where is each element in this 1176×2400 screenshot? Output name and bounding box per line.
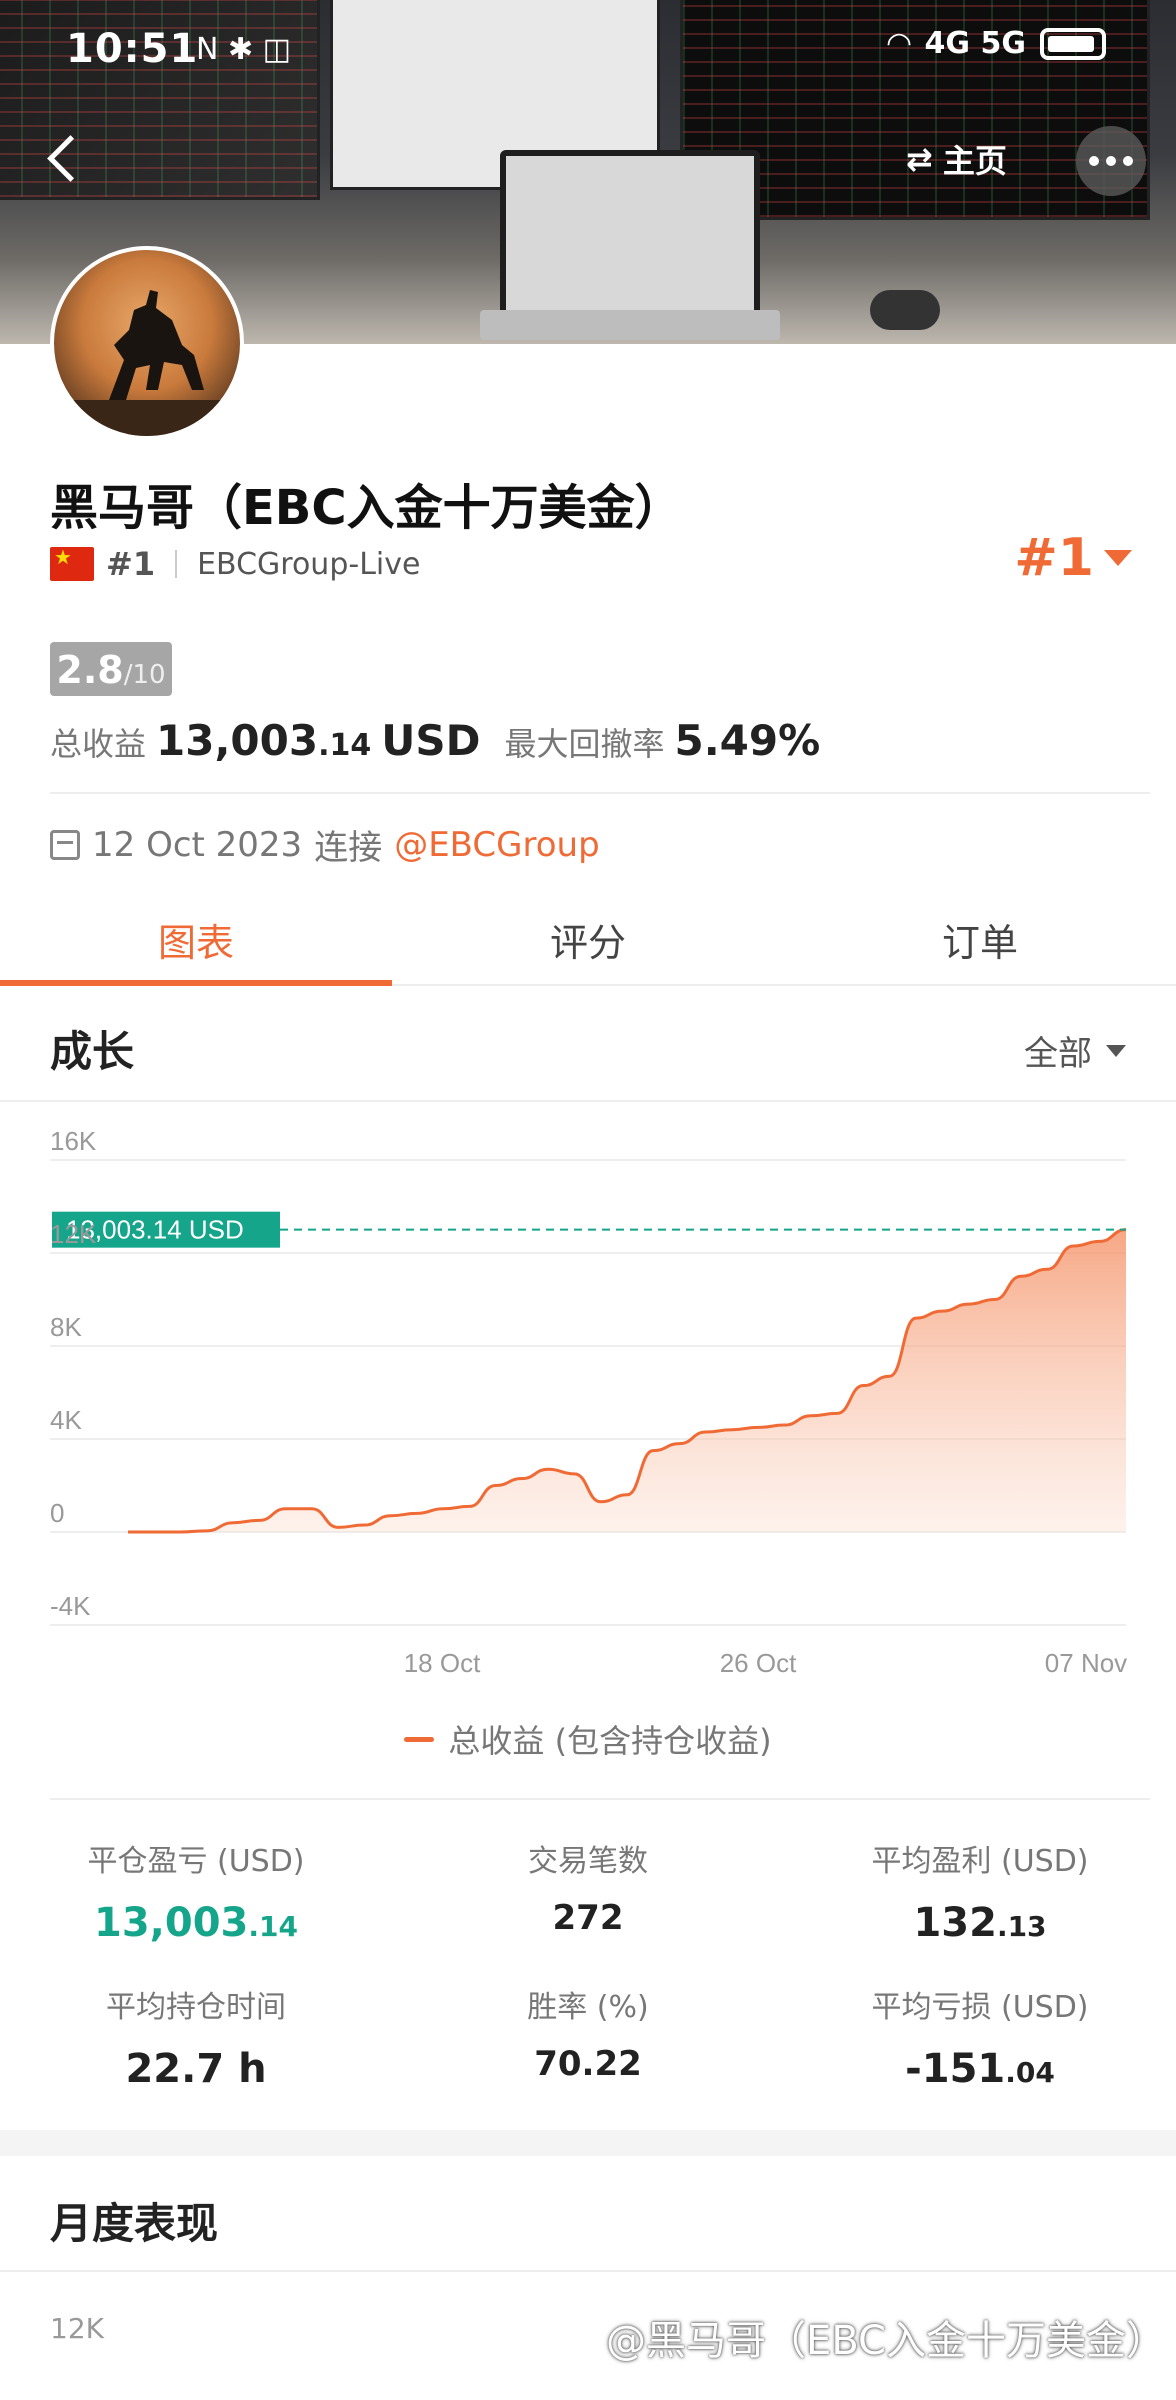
- trader-subinfo: #1 EBCGroup-Live: [50, 540, 420, 588]
- stat-label: 平仓盈亏 (USD): [87, 1844, 305, 1879]
- range-filter[interactable]: 全部: [1024, 1026, 1126, 1075]
- x-tick-label: 07 Nov: [1045, 1648, 1127, 1678]
- kpi-row: 总收益 13,003.14 USD 最大回撤率 5.49%: [50, 716, 820, 766]
- status-right-icons: ◠ 4G 5G: [887, 26, 1106, 61]
- connect-label: 连接: [314, 828, 383, 868]
- more-dot-icon: [1106, 156, 1116, 166]
- stat-label: 平均持仓时间: [106, 1990, 286, 2025]
- score-value: 2.8: [56, 648, 124, 692]
- section-gap: [0, 2130, 1176, 2156]
- rank-small: #1: [106, 545, 156, 583]
- tab-bar: 图表 评分 订单: [0, 892, 1176, 986]
- total-profit-label: 总收益: [50, 725, 147, 763]
- y-tick-label: 8K: [50, 1312, 82, 1342]
- y-tick-label: 16K: [50, 1126, 97, 1156]
- stat-label: 胜率 (%): [527, 1990, 649, 2025]
- total-profit-value: 13,003.14: [156, 716, 372, 765]
- y-tick-label: 12K: [50, 1219, 97, 1249]
- more-dot-icon: [1089, 156, 1099, 166]
- monthly-axis-tick: 12K: [50, 2312, 104, 2345]
- connect-row: 12 Oct 2023 连接 @EBCGroup: [50, 820, 600, 869]
- stat-value: 13,003.14: [94, 1900, 298, 1946]
- home-button[interactable]: ⇄ 主页: [906, 136, 1007, 182]
- network-icon: 4G 5G: [924, 26, 1026, 61]
- divider: [0, 2270, 1176, 2272]
- divider: [50, 1798, 1150, 1800]
- stat-label: 平均亏损 (USD): [871, 1990, 1089, 2025]
- status-bar: 10:51 N ✱ ◫ ◠ 4G 5G: [0, 18, 1176, 78]
- watermark: @黑马哥（EBC入金十万美金）: [606, 2318, 1166, 2364]
- status-time: 10:51: [66, 26, 199, 72]
- rank-big-label: #1: [1014, 528, 1094, 588]
- stat-value: 22.7 h: [125, 2046, 267, 2092]
- china-flag-icon: [50, 545, 94, 581]
- score-max: /10: [123, 660, 166, 690]
- wifi-icon: ◠: [887, 26, 911, 61]
- growth-chart[interactable]: 13,003.14 USD 16K 12K 8K 4K 0 -4K 18 Oct 26 Oct…: [0, 1120, 1176, 1700]
- stat-win-rate: 胜率 (%) 70.22: [392, 1982, 784, 2084]
- caret-down-icon: [1106, 1044, 1126, 1057]
- battery-icon: [1040, 27, 1106, 60]
- stat-avg-profit: 平均盈利 (USD) 132.13: [784, 1836, 1176, 1946]
- growth-line: [128, 1228, 1127, 1534]
- status-icons: N ✱ ◫: [196, 32, 291, 67]
- stat-avg-hold-time: 平均持仓时间 22.7 h: [0, 1982, 392, 2092]
- monthly-title: 月度表现: [50, 2199, 219, 2248]
- growth-title: 成长: [50, 1027, 135, 1076]
- stat-trade-count: 交易笔数 272: [392, 1836, 784, 1938]
- stat-value: 70.22: [534, 2044, 642, 2084]
- banner-mouse: [870, 290, 940, 330]
- legend-label: 总收益 (包含持仓收益): [448, 1722, 772, 1760]
- swap-icon: ⇄: [906, 140, 933, 178]
- home-label: 主页: [942, 142, 1007, 180]
- stat-label: 平均盈利 (USD): [871, 1844, 1089, 1879]
- back-button[interactable]: [44, 128, 84, 188]
- connect-date: 12 Oct 2023: [92, 824, 303, 865]
- chart-legend: 总收益 (包含持仓收益): [0, 1716, 1176, 1762]
- tab-rating[interactable]: 评分: [549, 921, 626, 965]
- drawdown-label: 最大回撤率: [504, 725, 665, 763]
- banner-laptop: [500, 150, 760, 320]
- rank-dropdown[interactable]: #1: [1014, 528, 1132, 588]
- connect-account-link[interactable]: @EBCGroup: [394, 824, 600, 865]
- divider: [50, 792, 1150, 794]
- stat-avg-loss: 平均亏损 (USD) -151.04: [784, 1982, 1176, 2092]
- tab-orders[interactable]: 订单: [941, 921, 1018, 965]
- calendar-icon: [50, 829, 80, 860]
- range-filter-label: 全部: [1024, 1034, 1092, 1074]
- separator: [175, 550, 178, 578]
- stat-value: 132.13: [913, 1900, 1047, 1946]
- y-tick-label: -4K: [50, 1591, 91, 1621]
- tab-chart[interactable]: 图表: [0, 892, 392, 986]
- header-banner: 10:51 N ✱ ◫ ◠ 4G 5G ⇄ 主页: [0, 0, 1176, 344]
- drawdown-value: 5.49%: [674, 716, 821, 765]
- stat-label: 交易笔数: [528, 1844, 648, 1879]
- trader-name: 黑马哥（EBC入金十万美金）: [50, 480, 683, 536]
- more-dot-icon: [1123, 156, 1133, 166]
- divider: [0, 1100, 1176, 1102]
- x-tick-label: 18 Oct: [404, 1648, 481, 1678]
- x-tick-label: 26 Oct: [720, 1648, 797, 1678]
- banner-monitor-right: [680, 0, 1150, 220]
- broker-name: EBCGroup-Live: [197, 546, 421, 582]
- score-badge: 2.8 /10: [50, 642, 172, 696]
- banner-laptop-base: [480, 310, 780, 340]
- more-button[interactable]: [1076, 126, 1146, 196]
- horse-rider-icon: [54, 290, 240, 436]
- legend-swatch: [404, 1736, 435, 1742]
- svg-text:13,003.14 USD: 13,003.14 USD: [66, 1215, 244, 1245]
- current-value-badge: 13,003.14 USD: [52, 1211, 280, 1248]
- stat-value: 272: [552, 1898, 624, 1938]
- total-profit-unit: USD: [381, 716, 481, 765]
- avatar[interactable]: [50, 246, 244, 440]
- y-tick-label: 4K: [50, 1405, 82, 1435]
- growth-area: [128, 1229, 1126, 1532]
- y-tick-label: 0: [50, 1498, 64, 1528]
- stat-value: -151.04: [905, 2046, 1055, 2092]
- stat-closed-pnl: 平仓盈亏 (USD) 13,003.14: [0, 1836, 392, 1946]
- caret-down-icon: [1104, 550, 1132, 566]
